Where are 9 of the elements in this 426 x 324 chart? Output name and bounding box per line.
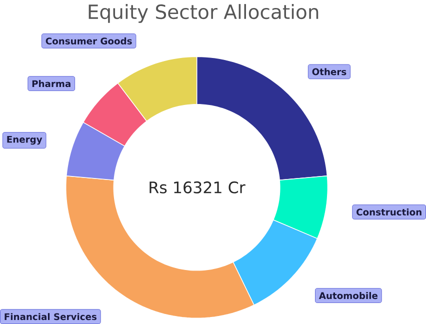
slice-label: Financial Services (4, 313, 96, 320)
chart-title: Equity Sector Allocation (88, 4, 318, 23)
text: Rs 16321 Cr (150, 181, 246, 194)
slice-label: Energy (7, 136, 42, 145)
slice-label: Construction (356, 208, 422, 216)
slice-label: Automobile (318, 292, 378, 300)
slice-label: Pharma (32, 80, 70, 88)
slice-label: Consumer Goods (46, 37, 132, 44)
slice-label: Others (312, 68, 346, 76)
